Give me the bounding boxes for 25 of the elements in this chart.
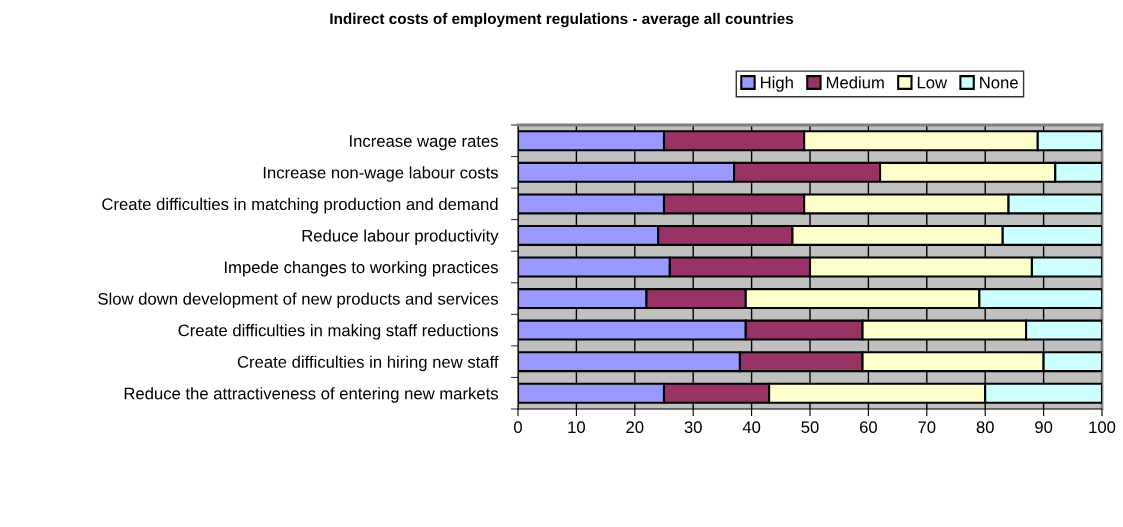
y-tick-label: Increase wage rates <box>350 135 498 151</box>
x-tick-label: 70 <box>918 421 936 434</box>
y-tick-label: Impede changes to working practices <box>224 260 498 277</box>
y-tick-label: Reduce labour productivity <box>302 229 499 245</box>
x-tick-label: 100 <box>1089 421 1116 434</box>
x-tick-label: 20 <box>626 421 644 434</box>
x-tick-label: 60 <box>859 421 878 434</box>
y-tick-label: Create difficulties in making staff reductions <box>178 324 498 340</box>
x-tick-label: 40 <box>742 421 761 434</box>
x-tick-label: 80 <box>976 421 994 434</box>
x-tick-label: 50 <box>801 421 819 434</box>
x-tick-label: 30 <box>684 421 702 434</box>
legend-label: None <box>980 76 1018 89</box>
x-tick-label: 90 <box>1035 421 1053 434</box>
legend-label: High <box>760 76 793 92</box>
y-tick-label: Slow down development of new products and services <box>98 292 498 309</box>
legend-label: Medium <box>826 76 884 89</box>
y-tick-label: Increase non-wage labour costs <box>263 166 498 182</box>
y-tick-label: Create difficulties in hiring new staff <box>237 355 499 372</box>
x-tick-label: 0 <box>514 421 522 434</box>
y-tick-label: Create difficulties in matching production and demand <box>102 197 498 214</box>
legend-label: Low <box>917 76 948 89</box>
chart-title: Indirect costs of employment regulations - average all countries <box>330 12 794 28</box>
x-tick-label: 10 <box>568 421 586 434</box>
y-tick-label: Reduce the attractiveness of entering new markets <box>124 387 498 403</box>
